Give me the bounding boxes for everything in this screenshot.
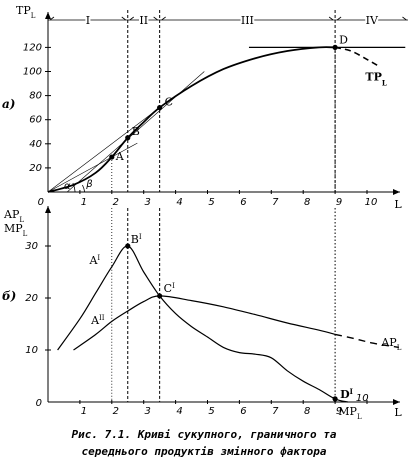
y-tick-label: 30 <box>25 241 38 252</box>
y-tick-label: 120 <box>23 42 42 53</box>
y-tick-label: 10 <box>25 345 38 356</box>
point-D1 <box>332 396 338 402</box>
x-tick-label: 5 <box>208 197 214 208</box>
x-tick-label: 7 <box>272 197 279 208</box>
point-label-D1: DI <box>340 386 353 401</box>
origin-label: 0 <box>36 398 42 409</box>
point-label-B: B <box>132 125 140 138</box>
angle-arc-beta <box>82 184 86 193</box>
x-tick-label: 10 <box>365 197 378 208</box>
panel-label: а) <box>2 97 15 111</box>
curve-label-mpl: MPL <box>338 405 362 421</box>
curve-label-a2: AII <box>90 314 105 327</box>
series-apl-dashed <box>334 333 400 349</box>
y-axis-label-mp: MPL <box>4 222 28 238</box>
point-D <box>332 44 338 51</box>
y-axis-label: TPL <box>16 4 36 20</box>
y-tick-label: 100 <box>23 67 42 78</box>
stage-arrow <box>336 16 342 21</box>
x-axis-label: L <box>394 198 402 211</box>
x-axis-label: L <box>394 406 402 419</box>
panel-label: б) <box>2 289 16 303</box>
stage-arrow <box>121 16 126 21</box>
y-tick-label: 40 <box>29 139 42 150</box>
series-apl <box>73 295 336 351</box>
x-tick-label: 2 <box>113 197 119 208</box>
point-C1 <box>157 293 163 299</box>
series-label-tpl: TPL <box>365 71 386 88</box>
x-tick-label: 5 <box>208 406 214 417</box>
x-tick-label: 4 <box>176 197 182 208</box>
stage-label-IV: IV <box>366 14 379 27</box>
x-tick-label: 9 <box>336 406 342 417</box>
point-A <box>109 154 115 160</box>
x-tick-label: 1 <box>81 406 87 417</box>
caption-line-2: середнього продуктів змінного фактора <box>81 445 327 458</box>
point-label-C: C <box>165 96 173 109</box>
x-tick-label: 3 <box>145 406 151 417</box>
y-axis-arrow <box>45 12 51 19</box>
x-tick-label: 9 <box>336 197 342 208</box>
series-mpl <box>57 245 349 403</box>
x-tick-label: 2 <box>113 406 119 417</box>
point-C <box>157 105 163 111</box>
stage-label-III: III <box>241 14 254 27</box>
stage-arrow <box>153 16 158 21</box>
x-tick-label-10: 10 <box>356 393 369 404</box>
caption-line-1: Рис. 7.1. Криві сукупного, граничного та <box>71 428 337 441</box>
stage-arrow <box>49 16 55 21</box>
stage-arrow <box>328 16 334 21</box>
angle-arc-alpha <box>72 182 76 193</box>
stage-arrow <box>129 16 134 21</box>
x-tick-label: 8 <box>304 406 310 417</box>
x-tick-label: 6 <box>240 406 246 417</box>
x-tick-label: 3 <box>145 197 151 208</box>
stage-label-II: II <box>139 14 148 27</box>
origin-label: 0 <box>38 197 44 208</box>
stage-arrow <box>402 16 407 21</box>
curve-label-apl: APL <box>380 336 401 352</box>
series-tpl-dashed <box>334 46 381 68</box>
stage-arrow <box>161 16 166 21</box>
point-label-A: A <box>115 150 125 163</box>
x-tick-label: 8 <box>304 197 310 208</box>
point-label-D: D <box>339 33 348 46</box>
y-axis-arrow <box>45 206 51 213</box>
x-tick-label: 1 <box>81 197 87 208</box>
point-B <box>125 135 131 141</box>
angle-beta-label: β <box>85 179 93 190</box>
curve-label-a1: AI <box>88 254 100 267</box>
ray-to-a <box>47 142 138 193</box>
y-tick-label: 60 <box>29 115 42 126</box>
x-axis-arrow <box>393 189 400 195</box>
point-B1 <box>125 243 131 249</box>
y-tick-label: 20 <box>29 163 42 174</box>
y-tick-label: 20 <box>25 293 38 304</box>
point-label-C1: CI <box>164 282 175 295</box>
y-axis-label-ap: APL <box>3 208 24 224</box>
series-tpl <box>47 46 336 193</box>
point-label-B1: BI <box>131 233 142 246</box>
y-tick-label: 80 <box>29 91 42 102</box>
stage-label-I: I <box>86 14 90 27</box>
x-tick-label: 6 <box>240 197 246 208</box>
x-tick-label: 4 <box>176 406 182 417</box>
x-tick-label: 7 <box>272 406 279 417</box>
x-axis-arrow <box>393 399 400 405</box>
